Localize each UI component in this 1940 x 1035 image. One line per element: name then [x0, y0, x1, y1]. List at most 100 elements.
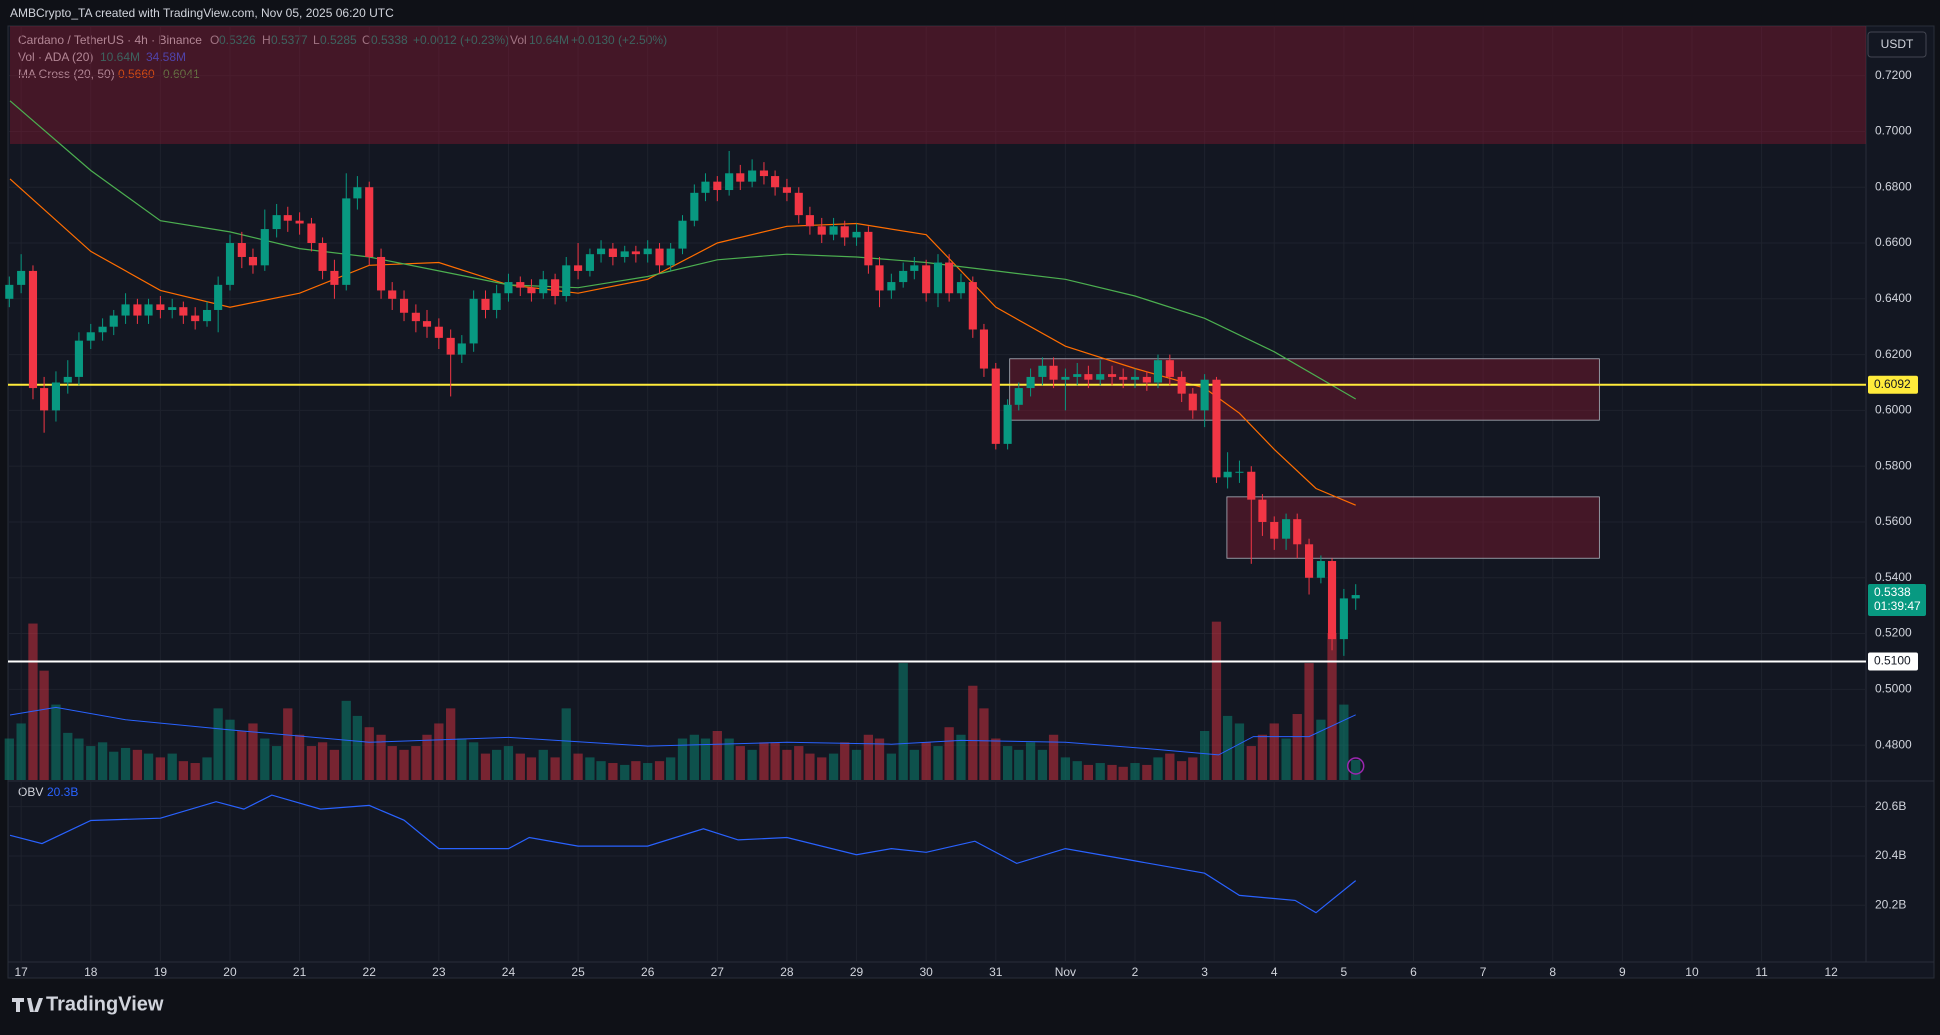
candle-body	[713, 181, 722, 191]
level-label: 0.5100	[1874, 654, 1911, 668]
candle-body	[864, 231, 873, 266]
candle-body	[1327, 561, 1337, 640]
candle-body	[1119, 376, 1128, 380]
volume-bar	[446, 708, 456, 780]
volume-bar	[538, 749, 548, 780]
candle-body	[1003, 404, 1012, 444]
volume-bar	[1177, 761, 1187, 780]
candle-body	[1316, 561, 1325, 578]
candle-body	[17, 270, 26, 285]
obv-indicator: OBV	[18, 785, 43, 799]
x-tick-label: 19	[154, 965, 168, 979]
volume-bar	[956, 734, 966, 780]
volume-bar	[991, 738, 1001, 780]
volume-bar	[1199, 730, 1210, 780]
volume-bar	[213, 708, 223, 780]
volume-bar	[457, 738, 467, 780]
level-label: 0.6092	[1874, 377, 1911, 391]
x-tick-label: 12	[1825, 965, 1839, 979]
candle-body	[643, 248, 652, 255]
candle-body	[28, 270, 38, 389]
currency-button[interactable]	[1867, 31, 1927, 58]
volume-bar	[503, 746, 514, 780]
ma-line	[9, 178, 1356, 506]
volume-bar	[63, 732, 73, 780]
volume-bar	[596, 761, 606, 780]
y-tick-label: 0.5600	[1875, 514, 1912, 528]
candle-body	[574, 265, 583, 271]
volume-bar	[526, 757, 537, 780]
candle-body	[144, 304, 153, 316]
candle-body	[434, 326, 443, 338]
candle-body	[411, 312, 420, 322]
volume-bar	[700, 738, 711, 780]
candle-body	[875, 265, 884, 291]
volume-bar	[1014, 749, 1024, 780]
volume-bar	[329, 749, 340, 780]
volume-bar	[1222, 715, 1233, 780]
legend: Cardano / TetherUS · 4h · Binance O 0.53…	[18, 33, 667, 799]
y-tick-label: 0.5800	[1875, 458, 1912, 472]
volume-bar	[840, 742, 850, 780]
volume-bar	[109, 751, 119, 780]
volume-bar	[944, 727, 954, 780]
x-tick-label: 26	[641, 965, 655, 979]
volume-bar	[1048, 734, 1059, 780]
candle-body	[260, 229, 269, 266]
candle-body	[979, 329, 989, 369]
volume-bar	[317, 742, 328, 780]
y-tick-label: 0.5400	[1875, 570, 1912, 584]
volume-bar	[352, 715, 363, 780]
l-value: 0.5285	[320, 33, 357, 47]
candle-body	[457, 343, 466, 355]
volume-bar	[225, 719, 235, 780]
volume-bar	[828, 753, 839, 780]
obv-tick-label: 20.4B	[1875, 848, 1906, 862]
volume-bar	[283, 708, 293, 780]
volume-bar	[735, 746, 745, 780]
x-tick-label: 7	[1480, 965, 1487, 979]
x-tick-label: 11	[1755, 965, 1768, 979]
candle-body	[1339, 598, 1348, 640]
candle-body	[399, 298, 409, 313]
chart-frame	[7, 25, 1935, 979]
volume-bar	[411, 746, 421, 780]
c-value: 0.5338	[371, 33, 408, 47]
x-tick-label: 10	[1685, 965, 1699, 979]
x-tick-label: 31	[989, 965, 1003, 979]
candle-body	[562, 265, 571, 297]
candle-body	[1270, 521, 1279, 539]
candle-body	[922, 265, 931, 294]
candle-body	[1038, 365, 1047, 377]
candle-body	[620, 251, 629, 257]
volume-bar	[364, 727, 374, 780]
last-price-tag	[1868, 584, 1926, 617]
candle-body	[805, 215, 814, 227]
volume-bar	[620, 764, 630, 780]
candle-body	[631, 251, 640, 255]
candle-body	[690, 192, 699, 221]
brand: TradingView	[12, 993, 164, 1015]
volume-bar	[689, 734, 699, 780]
candle-body	[1084, 374, 1093, 380]
vol-indicator: Vol · ADA (20)	[18, 50, 93, 64]
x-tick-label: 20	[223, 965, 237, 979]
candle-body	[272, 215, 281, 230]
candle-body	[968, 282, 977, 330]
volume-bar	[1257, 734, 1268, 780]
volume-bar	[759, 742, 769, 780]
volume-bar	[608, 763, 618, 780]
volume-bar	[1246, 746, 1256, 780]
candle-body	[945, 262, 954, 294]
volume-bar	[1118, 766, 1128, 780]
candle-body	[295, 220, 304, 224]
candle-body	[283, 215, 292, 221]
candle-body	[1293, 519, 1302, 545]
volume-bar	[120, 747, 131, 780]
candle-body	[5, 284, 14, 299]
y-tick-label: 0.4800	[1875, 737, 1912, 751]
candle-body	[1304, 544, 1314, 578]
candle-body	[655, 248, 664, 266]
volume-bar	[1351, 759, 1361, 780]
